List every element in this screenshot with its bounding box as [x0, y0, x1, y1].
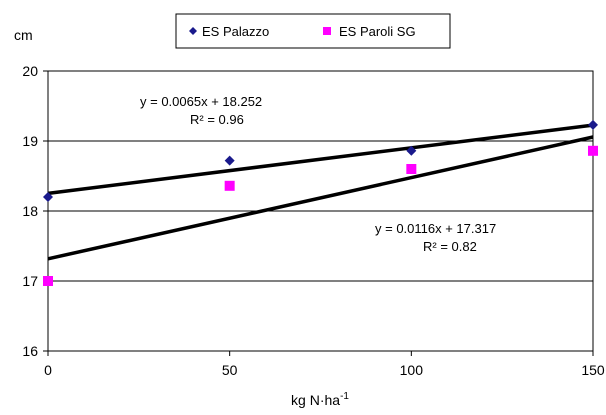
data-point-es-palazzo — [43, 192, 53, 202]
y-axis-label: cm — [14, 27, 33, 43]
legend-marker-es-palazzo — [189, 27, 197, 35]
data-point-es-palazzo — [224, 155, 235, 166]
data-point-es-paroli-sg — [406, 164, 417, 174]
legend-marker-es-paroli-sg — [323, 27, 331, 35]
x-tick-label: 0 — [44, 362, 52, 378]
y-tick-label: 16 — [22, 343, 38, 359]
legend-box — [175, 13, 451, 49]
x-axis-label-superscript: -1 — [340, 391, 349, 402]
x-axis-label-base: kg N·ha — [291, 392, 340, 408]
data-point-es-palazzo — [588, 119, 598, 130]
x-axis-label: kg N·ha-1 — [291, 391, 349, 408]
y-tick-label: 18 — [22, 203, 38, 219]
trendline-equation-es-paroli-sg: y = 0.0116x + 17.317 — [375, 221, 496, 236]
data-point-es-paroli-sg — [43, 276, 53, 286]
data-point-es-paroli-sg — [588, 145, 598, 156]
legend-label-es-palazzo: ES Palazzo — [202, 24, 269, 39]
data-point-es-palazzo — [406, 145, 417, 156]
x-tick-label: 50 — [222, 362, 238, 378]
data-point-es-paroli-sg — [224, 180, 235, 191]
plot-area: 16 17 18 19 20 0 50 100 150 — [22, 63, 604, 378]
legend: ES Palazzo ES Paroli SG — [175, 13, 451, 49]
x-tick-label: 150 — [581, 362, 605, 378]
trendline-r2-es-palazzo: R² = 0.96 — [190, 112, 244, 127]
trendline-es-palazzo — [47, 123, 594, 196]
trendline-r2-es-paroli-sg: R² = 0.82 — [423, 239, 477, 254]
y-tick-label: 19 — [22, 133, 38, 149]
trendline-es-paroli-sg — [47, 135, 594, 261]
trendline-equation-es-palazzo: y = 0.0065x + 18.252 — [140, 94, 262, 109]
legend-label-es-paroli-sg: ES Paroli SG — [339, 24, 416, 39]
x-tick-label: 100 — [400, 362, 424, 378]
y-tick-label: 17 — [22, 273, 38, 289]
y-tick-label: 20 — [22, 63, 38, 79]
